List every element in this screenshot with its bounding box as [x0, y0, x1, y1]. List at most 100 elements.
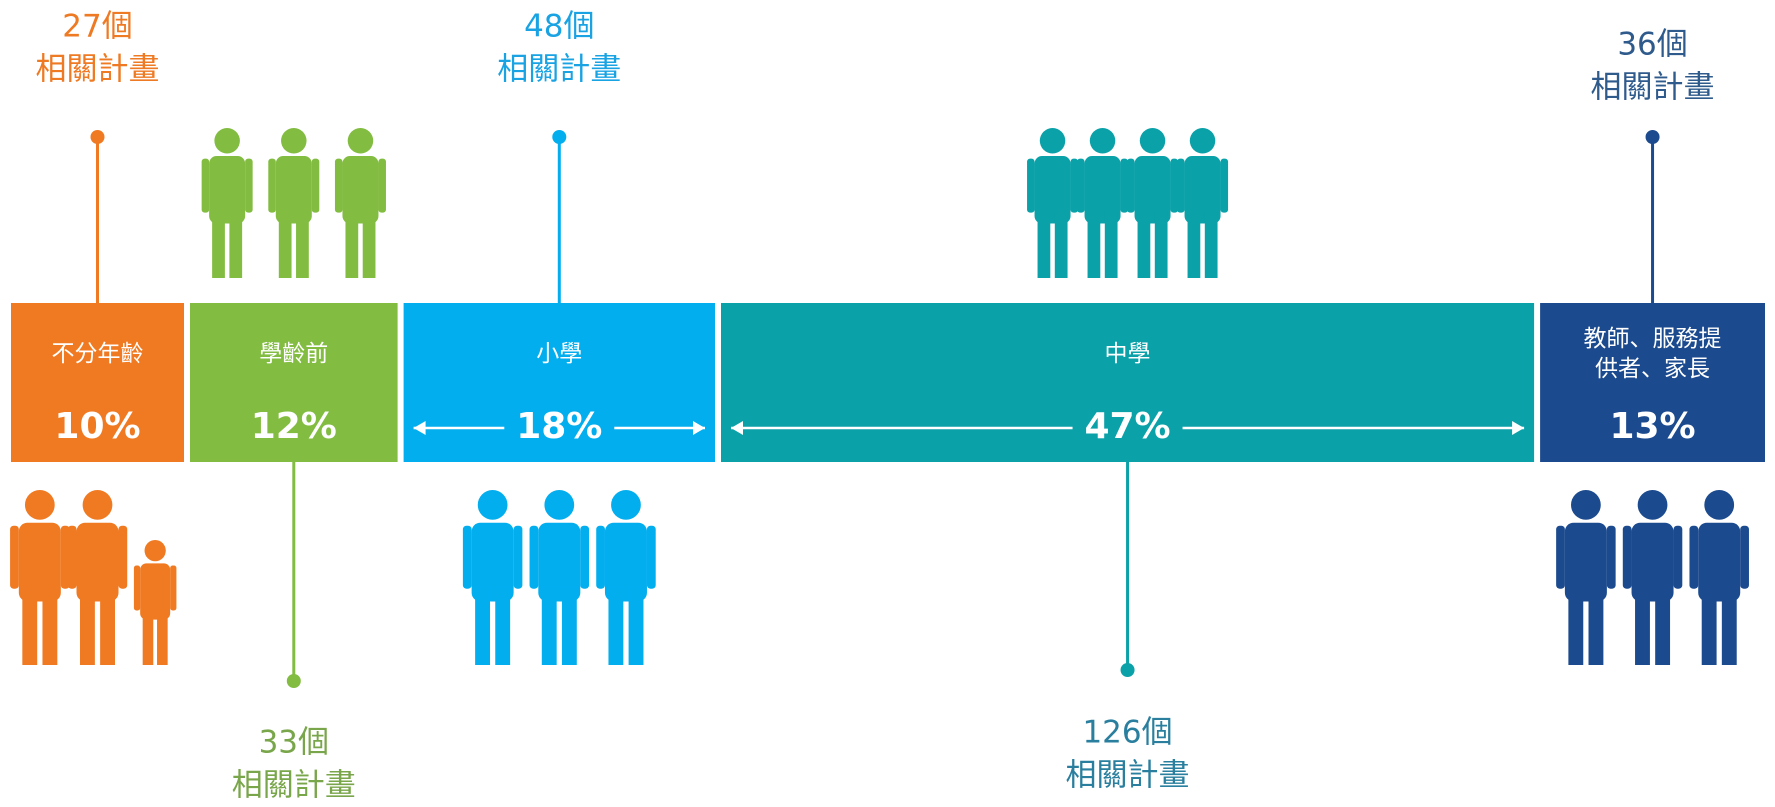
silhouette-leg — [1589, 586, 1604, 665]
silhouette-arm — [245, 159, 253, 213]
silhouette — [134, 540, 177, 665]
silhouette-head — [478, 490, 508, 520]
silhouette-leg — [1188, 211, 1201, 279]
silhouette-leg — [80, 586, 95, 665]
silhouette-head — [281, 128, 307, 154]
silhouette-leg — [475, 586, 490, 665]
silhouette-head — [214, 128, 240, 154]
silhouette-head — [25, 490, 55, 520]
silhouette-leg — [1155, 211, 1168, 279]
silhouette-head — [1040, 128, 1066, 154]
silhouette-leg — [1722, 586, 1737, 665]
silhouette — [1556, 490, 1616, 665]
category-label: 小學 — [404, 321, 715, 387]
silhouette — [1689, 490, 1749, 665]
silhouette-arm — [1077, 159, 1085, 213]
silhouette-leg — [1138, 211, 1151, 279]
silhouette — [1027, 128, 1078, 278]
silhouette-leg — [1635, 586, 1650, 665]
silhouette-arm — [1689, 526, 1698, 589]
chart: 不分年齡10%27個相關計畫學齡前12%33個相關計畫小學18%48個相關計畫中… — [0, 0, 1775, 807]
silhouette-head — [611, 490, 641, 520]
silhouette-arm — [170, 566, 176, 611]
silhouette-leg — [212, 211, 225, 279]
silhouette — [202, 128, 253, 278]
category-box: 中學 — [721, 321, 1534, 387]
silhouette-head — [1140, 128, 1166, 154]
count-label: 126個 — [1082, 715, 1172, 751]
silhouette-leg — [363, 211, 376, 279]
count-label: 48個 — [524, 9, 594, 45]
silhouette-leg — [542, 586, 557, 665]
category-label: 教師、服務提供者、家長 — [1540, 321, 1765, 387]
silhouette-leg — [1088, 211, 1101, 279]
pin-dot — [1121, 663, 1135, 677]
category-label: 學齡前 — [190, 321, 398, 387]
silhouette-leg — [345, 211, 358, 279]
percent-label: 18% — [516, 406, 602, 447]
category-box: 教師、服務提供者、家長 — [1540, 321, 1765, 387]
silhouette-arm — [1221, 159, 1229, 213]
silhouette-head — [1090, 128, 1116, 154]
silhouette-head — [1638, 490, 1668, 520]
silhouette-leg — [562, 586, 577, 665]
silhouette-leg — [1038, 211, 1051, 279]
silhouette-arm — [596, 526, 605, 589]
silhouette-arm — [1607, 526, 1616, 589]
silhouette-leg — [22, 586, 37, 665]
count-caption: 相關計畫 — [1591, 70, 1715, 106]
silhouette — [530, 490, 590, 665]
silhouette — [1127, 128, 1178, 278]
silhouette — [463, 490, 523, 665]
pin-dot — [552, 130, 566, 144]
silhouette-arm — [1674, 526, 1683, 589]
silhouette-arm — [1171, 159, 1179, 213]
silhouette — [68, 490, 128, 665]
silhouette-head — [1704, 490, 1734, 520]
silhouette-head — [83, 490, 113, 520]
silhouette-arm — [1027, 159, 1035, 213]
silhouette-arm — [378, 159, 386, 213]
silhouette-arm — [10, 526, 19, 589]
silhouette-head — [1571, 490, 1601, 520]
silhouette-arm — [1556, 526, 1565, 589]
silhouette-head — [1190, 128, 1216, 154]
silhouette-head — [348, 128, 374, 154]
silhouette-leg — [100, 586, 115, 665]
silhouette-arm — [647, 526, 656, 589]
silhouette-arm — [1623, 526, 1632, 589]
silhouette-arm — [312, 159, 320, 213]
silhouette-arm — [1121, 159, 1129, 213]
count-label: 27個 — [62, 9, 132, 45]
silhouette — [1077, 128, 1128, 278]
pin-dot — [91, 130, 105, 144]
silhouette-leg — [1655, 586, 1670, 665]
silhouette-leg — [1055, 211, 1068, 279]
percent-label: 10% — [54, 406, 140, 447]
pin-dot — [287, 674, 301, 688]
silhouette-leg — [608, 586, 623, 665]
silhouette-arm — [1177, 159, 1185, 213]
silhouette-arm — [268, 159, 276, 213]
silhouette — [596, 490, 656, 665]
silhouette-arm — [1740, 526, 1749, 589]
silhouette — [335, 128, 386, 278]
silhouette-leg — [157, 609, 168, 665]
silhouette-leg — [143, 609, 154, 665]
silhouette-arm — [202, 159, 210, 213]
silhouette-arm — [68, 526, 77, 589]
silhouette-leg — [1105, 211, 1118, 279]
percent-label: 47% — [1084, 406, 1170, 447]
page: 不分年齡10%27個相關計畫學齡前12%33個相關計畫小學18%48個相關計畫中… — [0, 0, 1775, 807]
count-label: 36個 — [1617, 27, 1687, 63]
silhouette-leg — [42, 586, 57, 665]
silhouette — [10, 490, 69, 665]
silhouette-leg — [629, 586, 644, 665]
percent-label: 12% — [251, 406, 337, 447]
count-caption: 相關計畫 — [232, 768, 356, 804]
silhouette-arm — [580, 526, 589, 589]
silhouette-arm — [530, 526, 539, 589]
silhouette — [1177, 128, 1228, 278]
silhouette-leg — [1205, 211, 1218, 279]
silhouette-leg — [296, 211, 309, 279]
